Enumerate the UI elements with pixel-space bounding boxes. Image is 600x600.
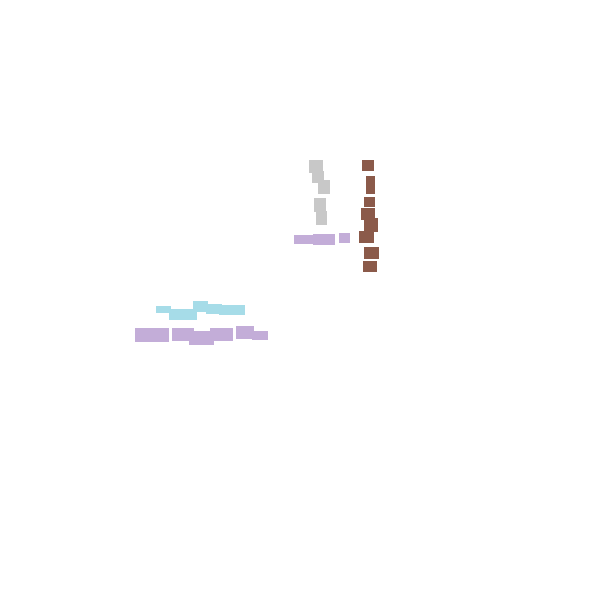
light-blue-horizontal-stroke-segment (219, 305, 245, 315)
lavender-short-horizontal-stroke-segment (313, 234, 335, 245)
light-blue-horizontal-stroke (156, 301, 245, 320)
gray-vertical-stroke-segment (314, 198, 326, 212)
brown-vertical-stroke (359, 160, 379, 272)
gray-vertical-stroke-segment (316, 211, 327, 225)
gray-vertical-stroke (309, 160, 330, 225)
lavender-long-horizontal-stroke-segment (210, 328, 233, 341)
lavender-long-horizontal-stroke-segment (236, 326, 254, 339)
brown-vertical-stroke-segment (362, 160, 374, 171)
brown-vertical-stroke-segment (364, 218, 378, 232)
lavender-long-horizontal-stroke-segment (252, 331, 268, 340)
gray-vertical-stroke-segment (318, 180, 330, 194)
light-blue-horizontal-stroke-segment (193, 301, 208, 312)
lavender-long-horizontal-stroke (135, 326, 268, 345)
brown-vertical-stroke-segment (366, 184, 375, 194)
brown-vertical-stroke-segment (364, 247, 379, 259)
lavender-short-horizontal-stroke (294, 233, 350, 245)
brown-vertical-stroke-segment (359, 231, 374, 243)
lavender-long-horizontal-stroke-segment (135, 328, 169, 342)
gray-vertical-stroke-segment (309, 160, 323, 173)
brown-vertical-stroke-segment (366, 176, 375, 186)
brown-vertical-stroke-segment (361, 208, 375, 220)
brown-vertical-stroke-segment (363, 261, 377, 272)
lavender-short-horizontal-stroke-segment (294, 235, 314, 244)
lavender-long-horizontal-stroke-segment (172, 328, 194, 341)
lavender-short-horizontal-stroke-segment (339, 233, 350, 243)
light-blue-horizontal-stroke-segment (156, 306, 171, 313)
lavender-long-horizontal-stroke-segment (189, 331, 214, 345)
brown-vertical-stroke-segment (364, 197, 375, 207)
light-blue-horizontal-stroke-segment (206, 304, 222, 314)
light-blue-horizontal-stroke-segment (169, 309, 197, 320)
